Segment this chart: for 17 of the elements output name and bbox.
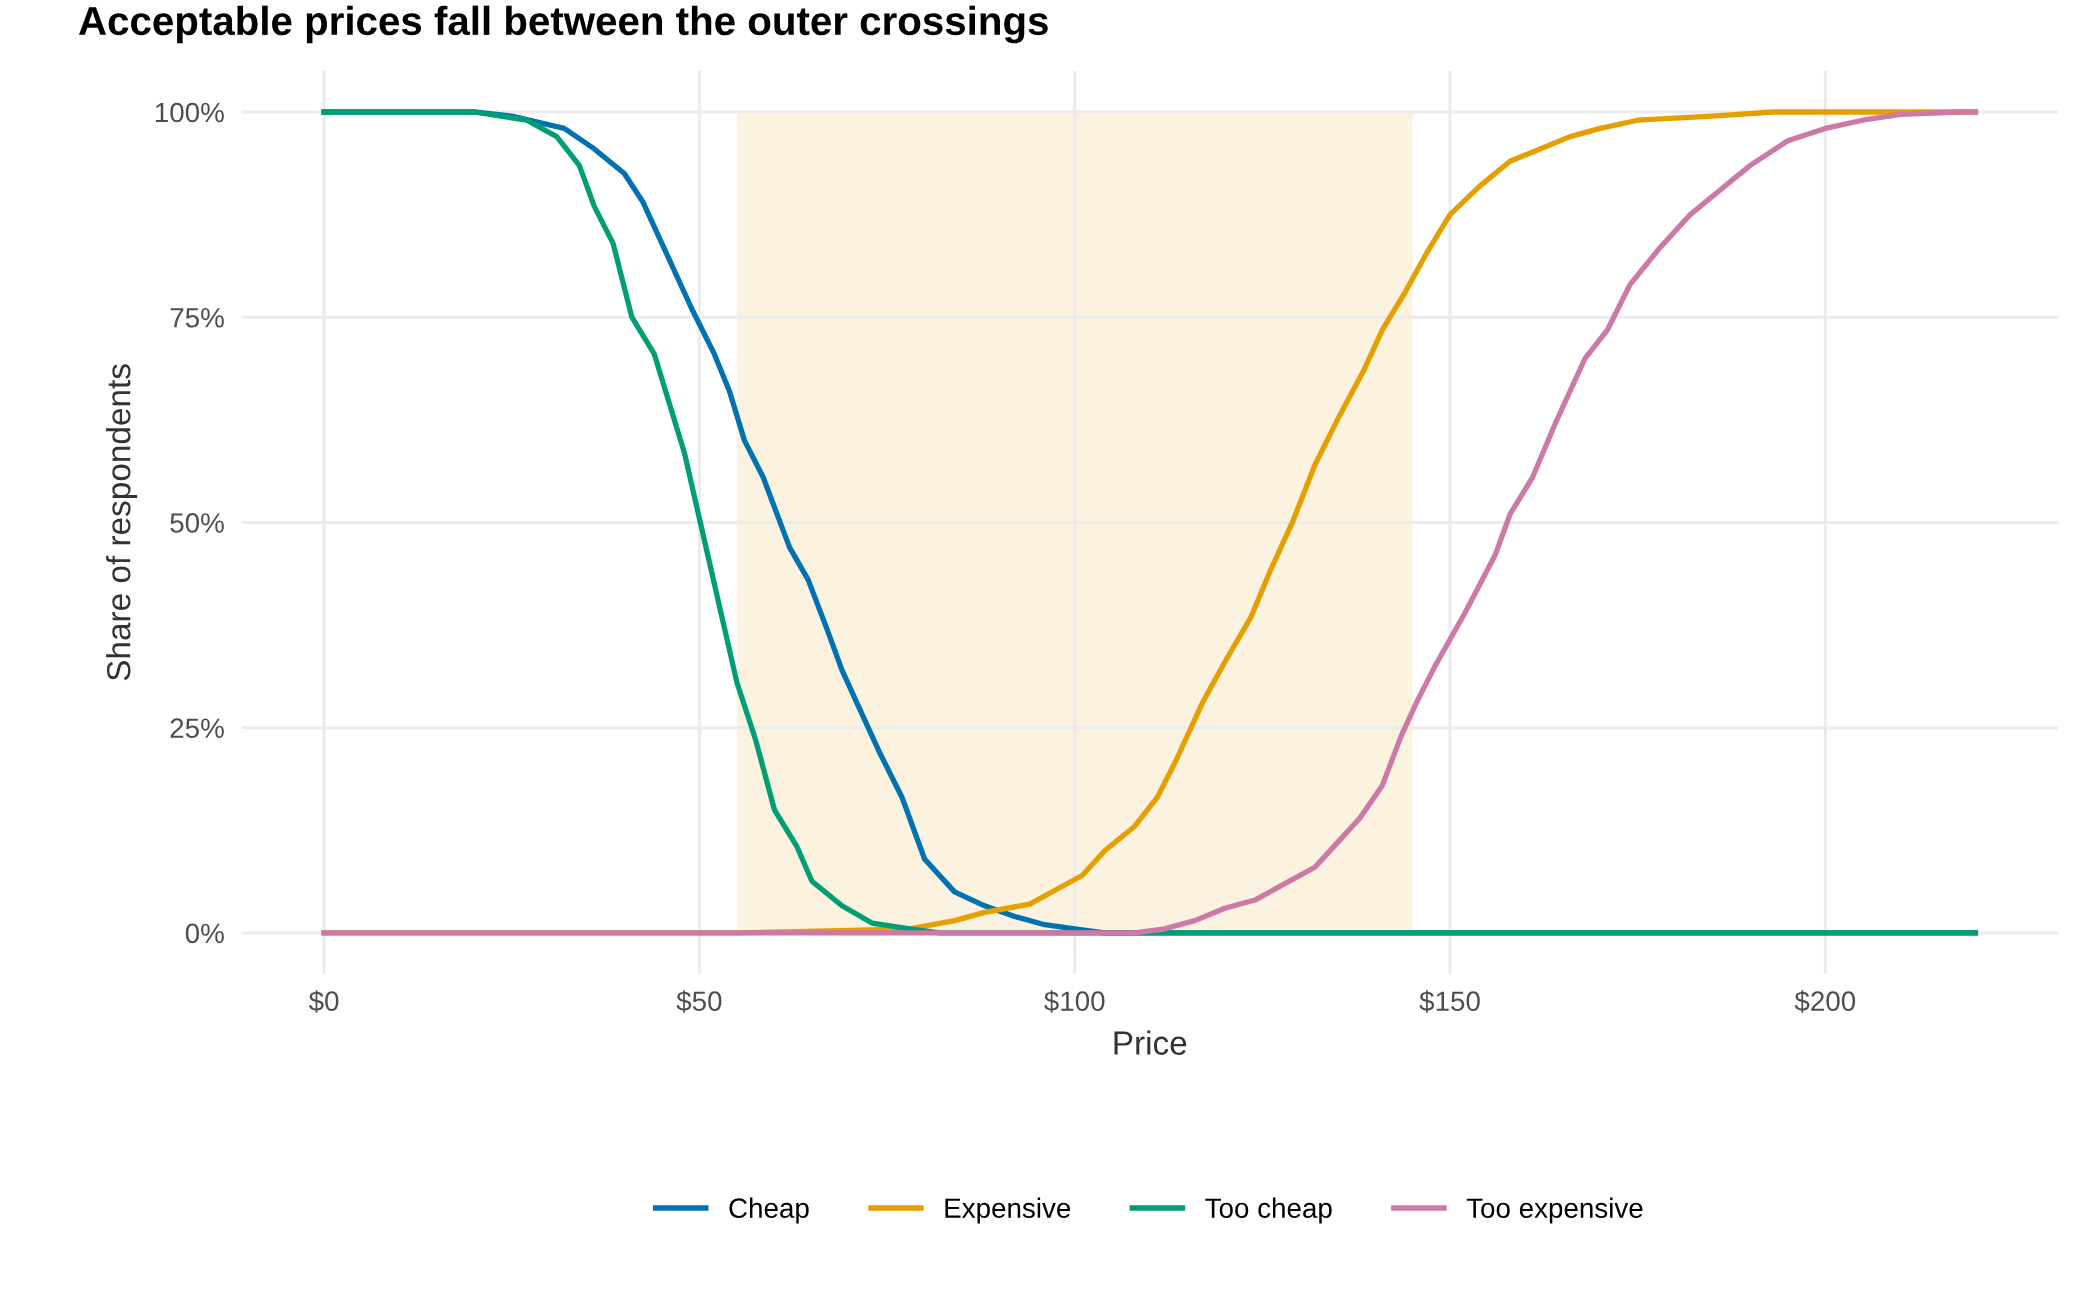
y-tick-label: 75% xyxy=(170,308,224,328)
x-tick-label: $0 xyxy=(308,990,339,1013)
x-axis-title: Price xyxy=(1114,1030,1187,1055)
x-tick-label: $200 xyxy=(1794,990,1856,1013)
x-tick-label: $150 xyxy=(1419,990,1480,1013)
y-tick-label: 50% xyxy=(170,513,224,533)
y-axis-title: Share of respondents xyxy=(106,364,138,681)
x-tick-label: $50 xyxy=(676,990,722,1013)
y-tick-label: 0% xyxy=(185,923,224,944)
x-tick-label: $100 xyxy=(1044,990,1105,1013)
chart-title: Acceptable prices fall between the outer crossings xyxy=(79,5,1048,44)
legend-label: Too cheap xyxy=(1205,1197,1332,1224)
y-tick-label: 25% xyxy=(170,718,224,739)
legend-label: Too expensive xyxy=(1466,1197,1643,1224)
legend-label: Cheap xyxy=(729,1197,809,1224)
y-tick-label: 100% xyxy=(155,102,224,123)
legend-label: Expensive xyxy=(945,1197,1071,1224)
